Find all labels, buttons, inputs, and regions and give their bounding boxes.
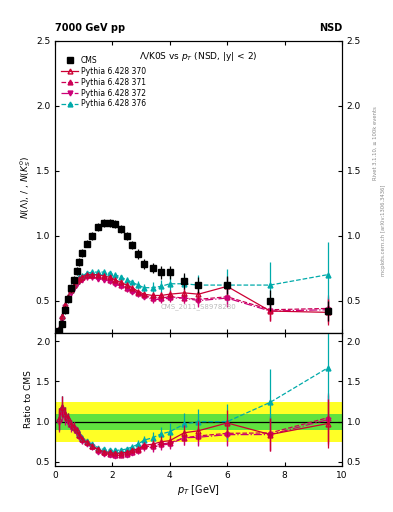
Y-axis label: $N(\Lambda)$, $/$ , $N(K^{0}_{S})$: $N(\Lambda)$, $/$ , $N(K^{0}_{S})$ — [18, 156, 33, 219]
Text: mcplots.cern.ch [arXiv:1306.3436]: mcplots.cern.ch [arXiv:1306.3436] — [381, 185, 386, 276]
Text: 7000 GeV pp: 7000 GeV pp — [55, 23, 125, 33]
Bar — [55, 414, 342, 430]
Y-axis label: Ratio to CMS: Ratio to CMS — [24, 371, 33, 429]
Legend: CMS, Pythia 6.428 370, Pythia 6.428 371, Pythia 6.428 372, Pythia 6.428 376: CMS, Pythia 6.428 370, Pythia 6.428 371,… — [59, 54, 149, 111]
Bar — [55, 401, 342, 442]
Text: Rivet 3.1.10, ≥ 100k events: Rivet 3.1.10, ≥ 100k events — [373, 106, 378, 180]
Text: NSD: NSD — [319, 23, 342, 33]
X-axis label: $p_{T}$ [GeV]: $p_{T}$ [GeV] — [177, 482, 220, 497]
Text: $\Lambda$/K0S vs $p_{T}$ (NSD, |y| < 2): $\Lambda$/K0S vs $p_{T}$ (NSD, |y| < 2) — [139, 50, 258, 63]
Text: CMS_2011_S8978280: CMS_2011_S8978280 — [161, 303, 236, 310]
